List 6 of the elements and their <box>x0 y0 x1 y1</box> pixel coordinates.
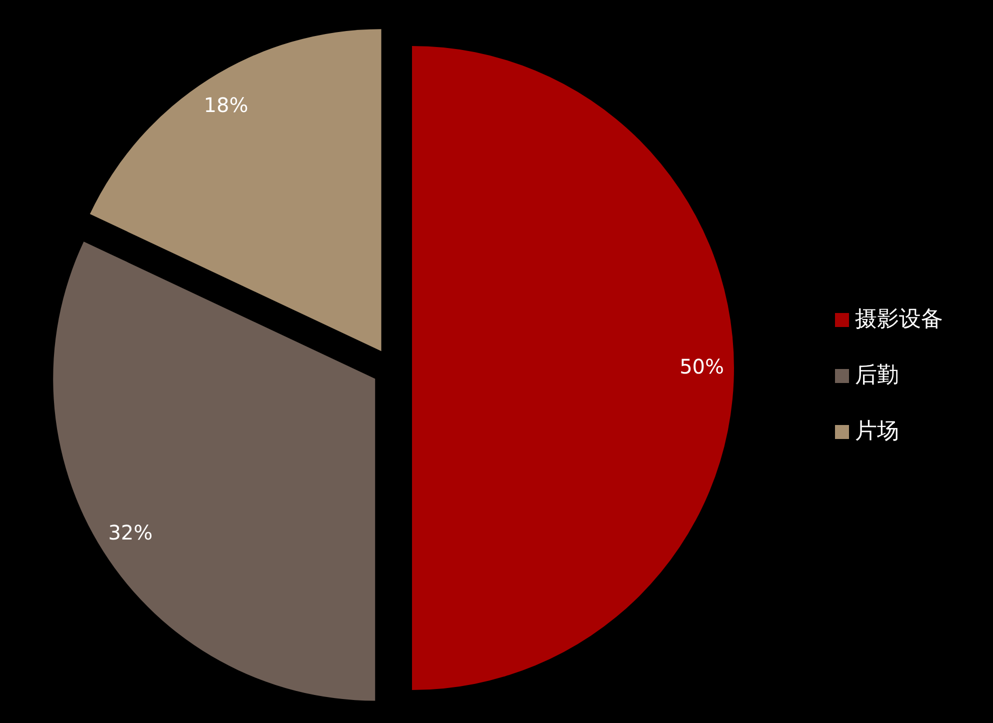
legend-label: 摄影设备 <box>855 307 943 332</box>
legend-label: 片场 <box>855 419 899 444</box>
data-label: 32% <box>108 520 153 544</box>
data-label: 18% <box>204 92 248 117</box>
legend-label: 后勤 <box>855 363 899 388</box>
data-label: 50% <box>680 354 724 378</box>
